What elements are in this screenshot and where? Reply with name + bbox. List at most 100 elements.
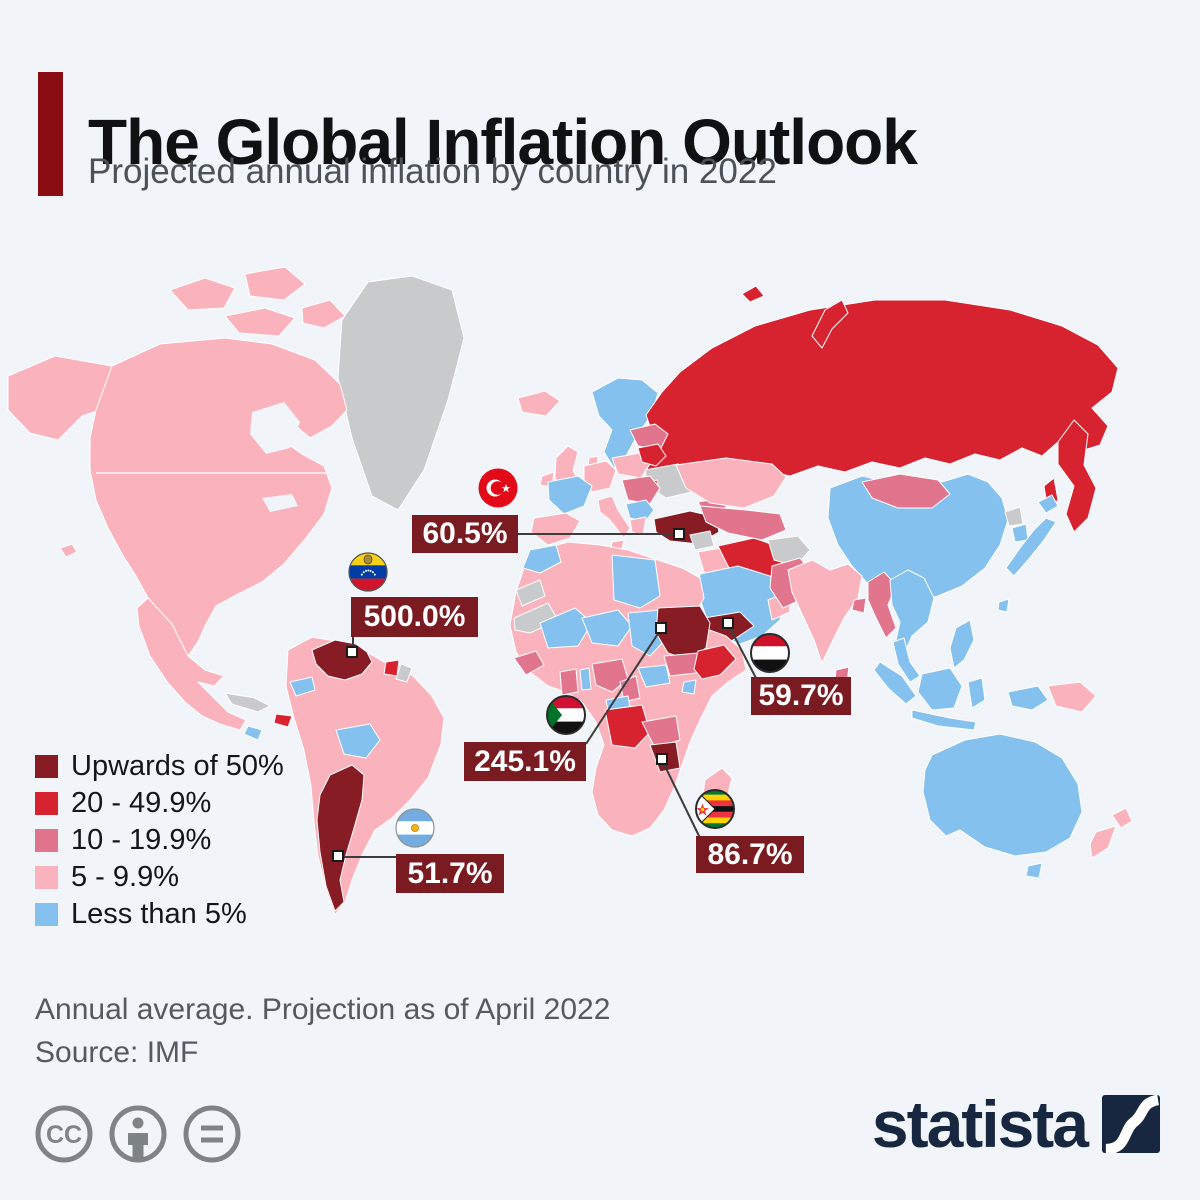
country-scandinavia [591, 377, 659, 469]
country-java [911, 709, 977, 731]
source-note: Source: IMF [35, 1036, 199, 1069]
yemen-flag-icon [750, 633, 790, 673]
title-accent-bar [38, 72, 63, 196]
country-mali [539, 607, 593, 649]
country-bolivia [335, 723, 381, 759]
country-nz_south [1089, 825, 1117, 859]
country-west_new_guinea [1007, 685, 1049, 711]
callout-value-argentina: 51.7% [396, 854, 504, 893]
country-canada_usa [89, 337, 348, 657]
country-uganda [681, 679, 697, 695]
country-hispaniola [273, 713, 293, 728]
country-iberia [530, 512, 581, 546]
country-south_sudan [663, 652, 699, 677]
country-nz_north [1111, 807, 1133, 829]
cc-nd-icon [183, 1105, 241, 1163]
legend-label: 5 - 9.9% [71, 861, 179, 893]
country-arctic_islands_1 [169, 277, 236, 311]
svg-text:CC: CC [46, 1121, 82, 1149]
callout-value-venezuela: 500.0% [351, 597, 478, 637]
country-greenland [337, 275, 465, 511]
country-north_korea [1004, 506, 1024, 527]
statista-wordmark: statista [871, 1087, 1089, 1161]
country-borneo [917, 667, 963, 711]
legend-label: 10 - 19.9% [71, 824, 212, 856]
country-novaya_zemlya [811, 299, 849, 349]
statista-logo[interactable]: statista [871, 1087, 1160, 1161]
country-mexico [136, 597, 247, 731]
country-india [787, 559, 863, 664]
legend-item-less-5: Less than 5% [35, 898, 284, 930]
country-australia [922, 733, 1083, 857]
callout-value-turkey: 60.5% [412, 515, 518, 553]
country-kazakhstan [675, 457, 787, 509]
country-russia [643, 299, 1119, 483]
country-arctic_islands_4 [301, 299, 346, 329]
country-tasmania [1025, 862, 1043, 879]
legend-swatch-upwards-50 [35, 755, 58, 778]
country-kamchatka [1057, 419, 1097, 533]
legend-swatch-10-19 [35, 829, 58, 852]
country-greece [629, 516, 647, 537]
country-hungary_romania [621, 475, 661, 505]
country-libya [611, 554, 661, 609]
cc-icon [35, 1105, 93, 1163]
legend-label: Upwards of 50% [71, 750, 284, 782]
country-cuba [224, 692, 271, 713]
legend-swatch-20-49 [35, 792, 58, 815]
sudan-flag-icon [546, 695, 586, 735]
country-arctic_islands_2 [244, 266, 306, 301]
venezuela-flag-icon [348, 552, 388, 592]
country-ghana [559, 668, 579, 696]
country-belarus [637, 443, 667, 467]
legend-label: 20 - 49.9% [71, 787, 212, 819]
country-balkans [625, 499, 655, 523]
country-hokkaido [1037, 494, 1059, 514]
statista-logo-icon [1102, 1095, 1160, 1153]
country-suriname [383, 659, 400, 677]
country-ethiopia [693, 644, 737, 680]
legend-item-5-9: 5 - 9.9% [35, 861, 284, 893]
country-french_guiana [395, 663, 413, 683]
country-indochina [889, 569, 935, 655]
turkey-flag-icon [478, 468, 518, 508]
country-taiwan [997, 598, 1010, 613]
country-papua_new_guinea [1047, 681, 1097, 713]
country-hawaii [59, 543, 78, 558]
page-subtitle: Projected annual inflation by country in… [88, 152, 777, 191]
callout-value-sudan: 245.1% [464, 742, 586, 781]
country-alaska [7, 355, 113, 441]
callout-value-zimbabwe: 86.7% [696, 836, 804, 873]
country-western_sahara [515, 579, 546, 607]
country-baltics [629, 423, 669, 451]
country-mongolia [861, 473, 951, 509]
zimbabwe-flag-icon [695, 789, 735, 829]
legend-item-10-19: 10 - 19.9% [35, 824, 284, 856]
country-sumatra [873, 661, 917, 705]
country-iceland [517, 390, 561, 417]
legend-item-upwards-50: Upwards of 50% [35, 750, 284, 782]
country-central_asia [699, 505, 787, 541]
cc-license-icons[interactable]: CC [33, 1102, 247, 1166]
country-guinea [513, 650, 545, 676]
country-svalbard [741, 285, 765, 303]
country-malay_peninsula [892, 637, 921, 683]
cc-by-icon [109, 1105, 167, 1163]
country-ecuador [289, 676, 316, 697]
country-bangladesh [851, 597, 867, 614]
page-title: The Global Inflation Outlook [88, 105, 918, 178]
argentina-flag-icon [395, 808, 435, 848]
country-arctic_islands_3 [224, 307, 296, 337]
country-japan [1005, 517, 1057, 577]
country-italy [597, 495, 631, 539]
country-argentina [316, 764, 365, 912]
country-panama_costa_rica [243, 725, 263, 741]
legend-swatch-less-5 [35, 903, 58, 926]
country-benin [579, 667, 592, 691]
callout-value-yemen: 59.7% [751, 677, 851, 715]
country-sulawesi [967, 677, 986, 709]
footnote: Annual average. Projection as of April 2… [35, 993, 611, 1026]
legend-label: Less than 5% [71, 898, 247, 930]
map-legend: Upwards of 50% 20 - 49.9% 10 - 19.9% 5 -… [35, 750, 284, 930]
